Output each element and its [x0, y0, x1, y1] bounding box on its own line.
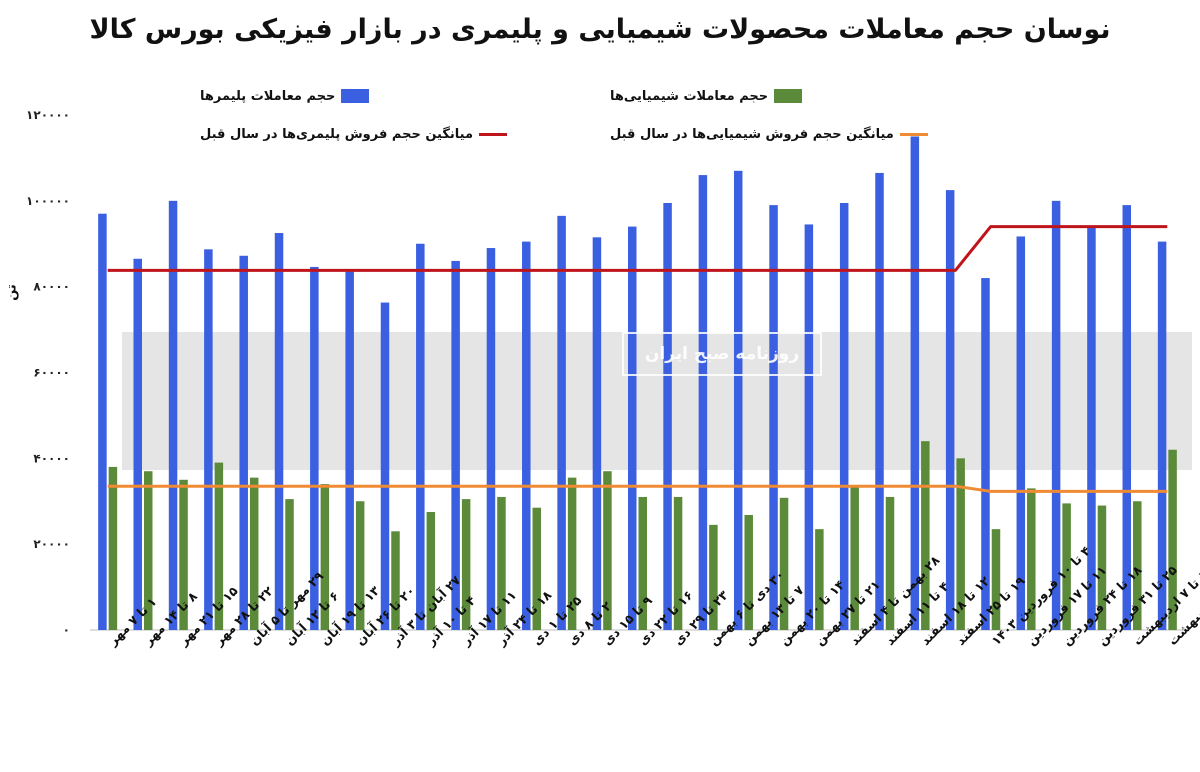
chemical-bar [1062, 503, 1071, 630]
chemical-bar [850, 486, 859, 630]
polymer-bar [663, 202, 672, 630]
polymer-bar [274, 233, 284, 631]
legend-label-chemical-avg: میانگین حجم فروش شیمیایی‌ها در سال قبل [610, 126, 894, 142]
chemical-bar [638, 496, 647, 630]
chemical-bar [179, 479, 188, 630]
polymer-bar [592, 237, 602, 630]
polymer-bar [769, 205, 778, 630]
polymer-bar [981, 278, 990, 630]
polymer-bar [310, 266, 319, 630]
chemical-bar [1027, 488, 1036, 630]
polymer-bar [1016, 236, 1026, 630]
legend-item-polymer-avg: میانگین حجم فروش پلیمری‌ها در سال قبل [200, 124, 508, 144]
polymer-bar [628, 226, 637, 631]
polymer-bar [380, 302, 390, 630]
polymer-bar [1157, 241, 1167, 630]
polymer-bar [239, 255, 248, 630]
chemical-bar [779, 497, 789, 630]
legend-label-chemicals: حجم معاملات شیمیایی‌ها [610, 88, 769, 104]
polymer-bar [98, 213, 107, 631]
watermark-band [122, 332, 1192, 470]
polymer-bar [168, 200, 178, 631]
chemical-bar [355, 501, 365, 630]
legend-swatch-polymers [341, 89, 370, 103]
legend-swatch-chemical-avg [899, 132, 928, 136]
polymer-bar [733, 170, 743, 630]
chemical-bar [249, 477, 259, 630]
polymer-bar [557, 215, 566, 630]
chemical-bar [709, 524, 718, 630]
legend-item-chemical-avg: میانگین حجم فروش شیمیایی‌ها در سال قبل [610, 124, 928, 144]
polymer-bar [416, 243, 425, 630]
chemical-bar [143, 471, 153, 630]
chemical-bar [815, 529, 824, 630]
chemical-bar [673, 496, 683, 630]
y-tick-label: ۲۰۰۰۰ [33, 537, 70, 551]
legend-item-polymers: حجم معاملات پلیمرها [200, 86, 370, 106]
polymer-bar [133, 258, 142, 630]
polymer-bar [204, 249, 213, 630]
legend-swatch-polymer-avg [479, 132, 508, 136]
polymer-average-line [107, 225, 1168, 272]
chemical-bar [320, 484, 330, 630]
chemical-bar [1097, 505, 1107, 630]
y-tick-label: ۱۲۰۰۰۰ [26, 108, 70, 122]
chemical-bar [532, 507, 542, 630]
y-tick-label: ۱۰۰۰۰۰ [26, 194, 70, 208]
y-tick-label: ۰ [63, 623, 70, 637]
chemical-bar [744, 514, 753, 630]
polymer-bar [451, 260, 460, 630]
chart-title: نوسان حجم معاملات محصولات شیمیایی و پلیم… [89, 14, 1111, 45]
chemical-bar [956, 458, 965, 630]
watermark-text: روزنامه صبح ایران [622, 332, 822, 376]
y-tick-label: ۴۰۰۰۰ [33, 451, 70, 465]
legend-item-chemicals: حجم معاملات شیمیایی‌ها [610, 86, 803, 106]
chemical-bar [426, 511, 436, 630]
chemical-bar [603, 471, 612, 630]
chemical-bar [461, 499, 471, 630]
polymer-bar [839, 202, 849, 630]
legend-label-polymers: حجم معاملات پلیمرها [200, 88, 336, 104]
polymer-bar [698, 175, 708, 631]
polymer-bar [910, 136, 920, 631]
chemical-bar [567, 477, 577, 630]
polymer-bar [1051, 200, 1061, 631]
chemical-bar [497, 496, 506, 630]
y-tick-label: ۶۰۰۰۰ [33, 366, 70, 380]
polymer-bar [486, 248, 496, 630]
polymer-bar [522, 241, 531, 630]
chemical-average-line [107, 484, 1168, 493]
chemical-bar [991, 529, 1001, 630]
chemical-bar [108, 466, 118, 630]
polymer-bar [345, 271, 354, 630]
polymer-bar [804, 224, 814, 630]
legend-swatch-chemicals [774, 89, 803, 103]
polymer-bar [1122, 205, 1132, 630]
polymer-bar [875, 172, 884, 630]
polymer-bar [1087, 226, 1096, 631]
chemical-bar [391, 531, 400, 630]
chemical-bar [1168, 449, 1177, 630]
chemical-bar [921, 441, 930, 630]
chemical-bar [1133, 501, 1142, 630]
chemical-bar [285, 499, 294, 630]
polymer-bar [945, 190, 955, 630]
chemical-bar [885, 496, 895, 630]
chemical-bar [214, 462, 224, 630]
legend-label-polymer-avg: میانگین حجم فروش پلیمری‌ها در سال قبل [200, 126, 474, 142]
y-tick-label: ۸۰۰۰۰ [33, 280, 70, 294]
